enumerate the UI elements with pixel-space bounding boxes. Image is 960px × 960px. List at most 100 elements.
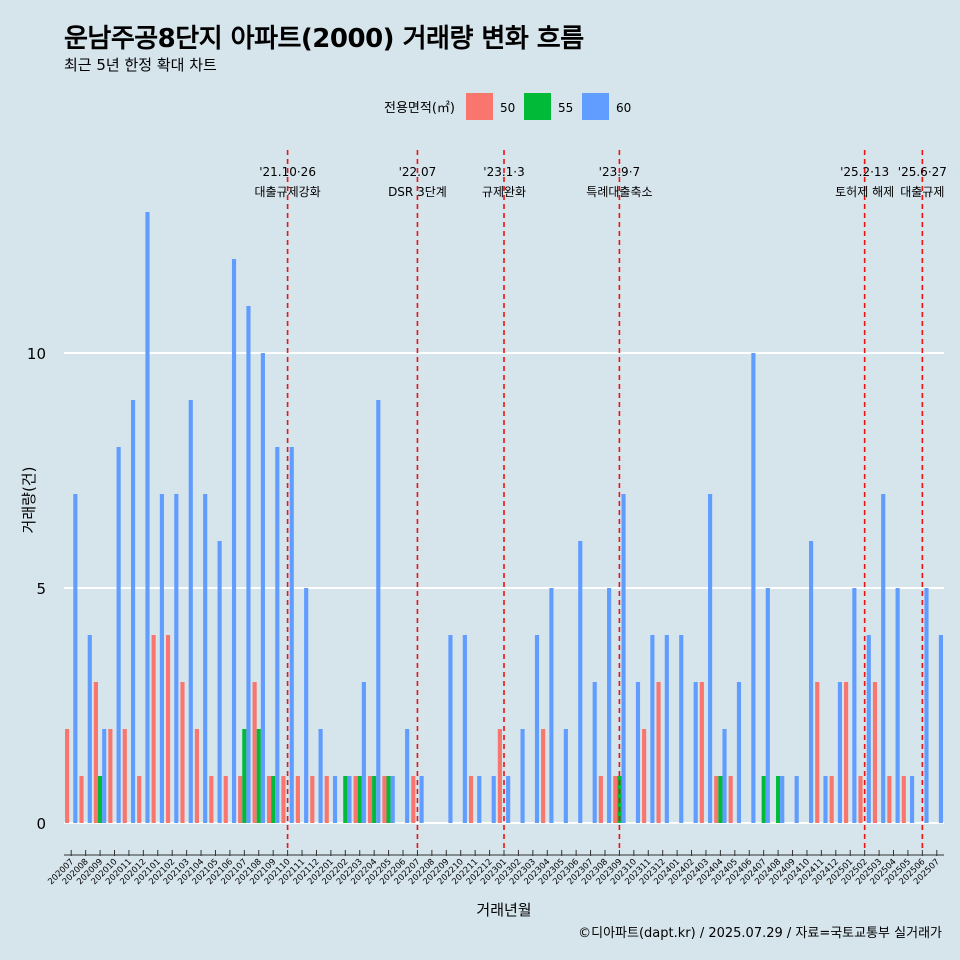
bar-50-202205 [382,776,387,823]
bar-60-202102 [174,494,179,823]
bar-60-202407 [765,588,770,823]
bar-60-202412 [837,682,843,823]
legend-title: 전용면적(㎡) [384,101,455,116]
bar-60-202409 [794,776,799,823]
bar-50-202007 [65,729,70,823]
bar-55-202108 [256,729,261,823]
y-tick-label: 10 [27,345,46,363]
bar-60-202301 [506,776,511,823]
bar-50-202311 [642,729,647,823]
bar-55-202408 [776,776,781,823]
bar-55-202204 [372,776,377,823]
bar-55-202407 [761,776,766,823]
bar-50-202301 [497,729,502,823]
bar-55-202203 [357,776,362,823]
bar-50-202008 [79,776,84,823]
bar-60-202312 [664,635,669,823]
bar-60-202406 [751,353,756,823]
legend-label: 50 [500,101,515,115]
bar-60-202112 [318,729,323,823]
bar-60-202010 [116,447,121,823]
legend-label: 55 [558,101,573,115]
annotation-label: 대출규제강화 [254,185,320,199]
bar-60-202405 [736,682,742,823]
bar-50-202502 [858,776,863,823]
bar-60-202506 [924,588,929,823]
bar-55-202109 [271,776,276,823]
bar-50-202505 [901,776,906,823]
bar-50-202504 [887,776,892,823]
bar-50-202101 [151,635,156,823]
annotation-label: DSR 3단계 [388,185,447,199]
legend-swatch-60 [582,93,609,120]
legend-swatch-55 [524,93,551,120]
bar-50-202010 [108,729,113,823]
bar-60-202111 [304,588,309,823]
annotation-date: '21.10·26 [259,165,316,179]
bar-60-202403 [708,494,713,823]
x-axis-title: 거래년월 [476,901,531,919]
bar-60-202308 [607,588,612,823]
bar-50-202304 [541,729,546,823]
bar-50-202403 [699,682,704,823]
bar-60-202201 [332,776,338,823]
bar-60-202202 [347,776,352,823]
bar-60-202204 [376,400,381,823]
legend-label: 60 [616,101,631,115]
annotation-date: '23.9·7 [599,165,640,179]
legend-swatch-50 [466,93,493,120]
annotation-date: '23.1·3 [483,165,524,179]
bar-50-202104 [194,729,199,823]
annotation-label: 토허제 해제 [835,185,894,199]
bar-50-202102 [165,635,171,823]
bar-55-202404 [718,776,723,823]
bar-50-202009 [93,682,98,823]
bar-60-202207 [419,776,424,823]
bar-60-202206 [405,729,410,823]
bar-60-202410 [809,541,814,823]
bar-60-202012 [145,212,150,823]
bar-60-202505 [910,776,915,823]
bar-60-202205 [390,776,395,823]
bar-60-202107 [246,306,251,823]
annotation-label: 특례대출축소 [586,185,652,199]
bar-50-202412 [829,776,834,823]
bar-60-202502 [866,635,871,823]
bar-50-202308 [598,776,603,823]
bar-60-202007 [73,494,78,823]
bar-60-202203 [361,682,366,823]
bar-50-202207 [411,776,416,823]
bar-50-202106 [223,776,228,823]
bar-60-202310 [635,682,641,823]
bar-55-202107 [242,729,247,823]
bar-50-202309 [613,776,618,823]
bar-60-202404 [722,729,727,823]
bar-50-202501 [844,682,849,823]
bar-50-202201 [324,776,329,823]
bar-60-202503 [881,494,886,823]
bar-50-202211 [468,776,474,823]
bar-60-202011 [130,400,136,823]
bar-50-202105 [209,776,214,823]
bar-60-202108 [260,353,265,823]
bar-60-202210 [462,635,467,823]
bar-60-202303 [534,635,540,823]
source-caption: ©디아파트(dapt.kr) / 2025.07.29 / 자료=국토교통부 실… [578,926,942,941]
bar-60-202307 [592,682,597,823]
bar-50-202203 [353,776,358,823]
y-tick-label: 0 [36,815,46,833]
annotation-date: '22.07 [399,165,437,179]
bar-60-202105 [217,541,222,823]
bar-60-202302 [520,729,525,823]
bar-50-202404 [714,776,719,823]
bar-55-202205 [386,776,391,823]
bar-50-202111 [295,776,300,823]
bar-60-202304 [549,588,554,823]
bar-60-202104 [203,494,208,823]
bar-60-202101 [159,494,164,823]
bar-55-202009 [97,776,103,823]
y-axis-title: 거래량(건) [20,467,38,534]
bar-60-202008 [87,635,92,823]
annotation-label: 대출규제 [900,185,944,199]
